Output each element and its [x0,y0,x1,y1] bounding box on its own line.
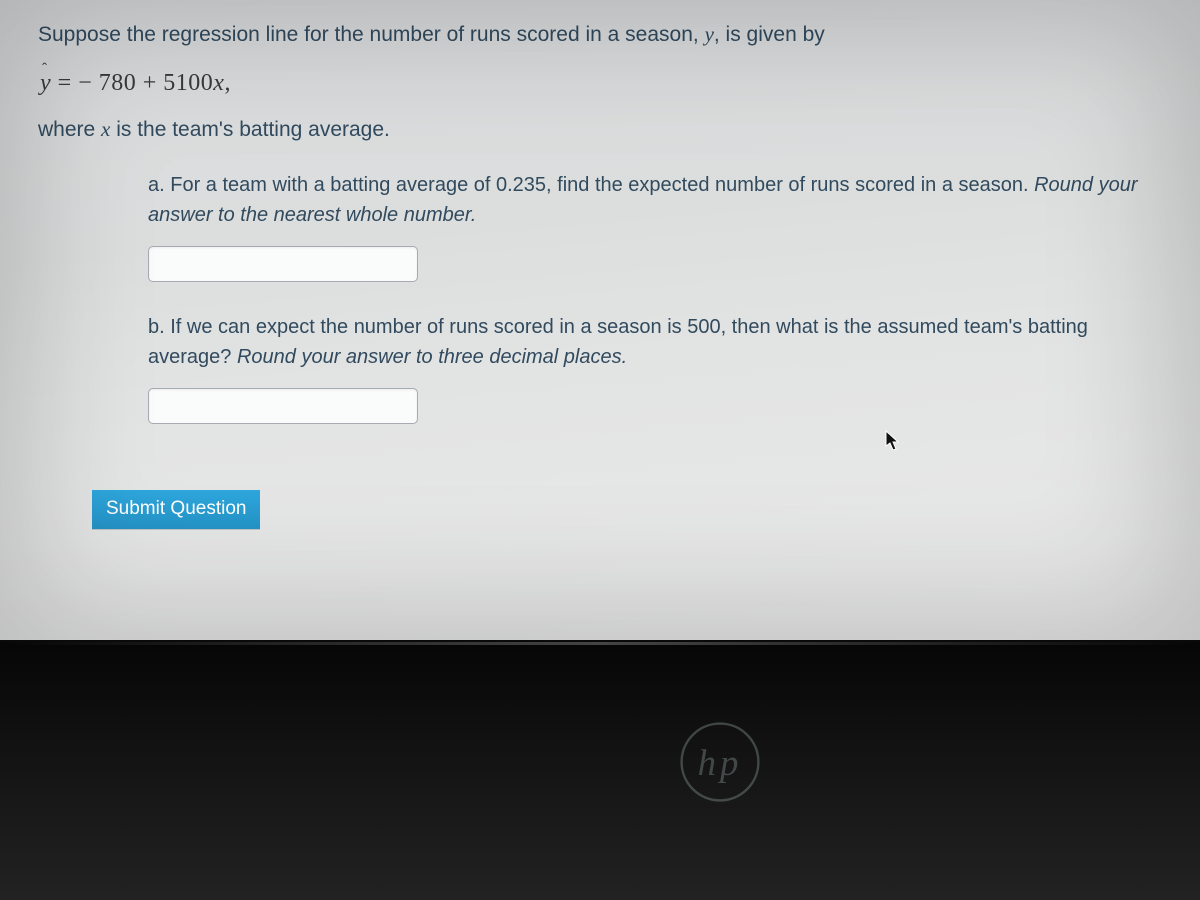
part-b-label: b. [148,316,165,338]
equation-rhs: − 780 + 5100x, [78,70,231,96]
intro-text-post: , is given by [714,23,825,46]
part-a-answer-input[interactable] [148,246,418,282]
laptop-bezel: h p [0,640,1200,900]
where-pre: where [38,118,101,141]
svg-text:h: h [698,742,716,783]
equation-yhat: ˆy [40,70,51,97]
where-post: is the team's batting average. [110,118,390,141]
part-b-prompt: b. If we can expect the number of runs s… [148,312,1170,372]
part-a-prompt: a. For a team with a batting average of … [148,170,1170,230]
where-x-variable: x [101,117,110,141]
part-a-label: a. [148,174,165,196]
question-parts: a. For a team with a batting average of … [148,170,1170,424]
hat-accent: ˆ [42,61,48,78]
where-clause: where x is the team's batting average. [38,117,1170,142]
part-a: a. For a team with a batting average of … [148,170,1170,282]
question-intro: Suppose the regression line for the numb… [38,18,1170,52]
bezel-highlight [0,642,1200,645]
equation-equals: = [51,70,78,96]
question-panel: Suppose the regression line for the numb… [0,0,1200,640]
hp-logo-icon: h p [680,722,760,802]
submit-question-button[interactable]: Submit Question [92,490,260,529]
part-b: b. If we can expect the number of runs s… [148,312,1170,424]
intro-y-variable: y [705,22,714,46]
part-b-emph: Round your answer to three decimal place… [237,346,627,368]
mouse-cursor-icon [885,430,901,452]
intro-text-pre: Suppose the regression line for the numb… [38,23,705,46]
part-b-answer-input[interactable] [148,388,418,424]
regression-equation: ˆy = − 780 + 5100x, [40,70,1170,97]
svg-text:p: p [717,742,738,783]
part-a-text: For a team with a batting average of 0.2… [170,174,1034,196]
